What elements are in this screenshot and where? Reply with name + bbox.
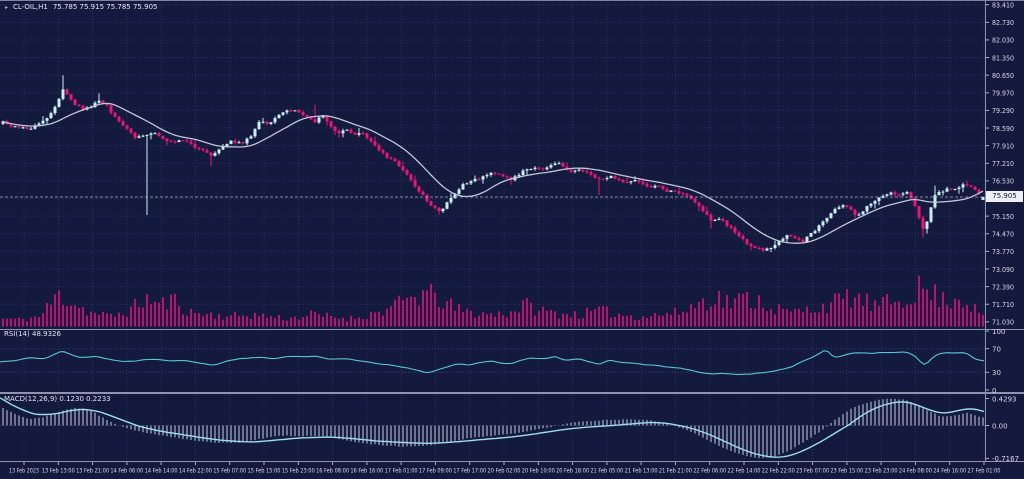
svg-text:21 Feb 13:00: 21 Feb 13:00: [625, 467, 658, 475]
svg-text:13 Feb 13:00: 13 Feb 13:00: [42, 467, 75, 475]
rsi-indicator-label: RSI(14) 48.9326: [4, 330, 61, 338]
svg-text:15 Feb 07:00: 15 Feb 07:00: [213, 467, 246, 475]
svg-text:81.350: 81.350: [992, 54, 1014, 62]
svg-text:71.030: 71.030: [992, 319, 1014, 327]
svg-text:74.470: 74.470: [992, 231, 1014, 239]
macd-name: MACD(12,26,9): [4, 395, 58, 403]
svg-text:14 Feb 14:00: 14 Feb 14:00: [145, 467, 178, 475]
svg-text:-0.7167: -0.7167: [992, 455, 1019, 463]
rsi-value: 48.9326: [31, 330, 61, 338]
symbol-label: CL-OIL,H1: [13, 3, 48, 11]
svg-text:14 Feb 22:00: 14 Feb 22:00: [179, 467, 212, 475]
svg-text:17 Feb 09:00: 17 Feb 09:00: [419, 467, 452, 475]
rsi-line: [0, 350, 985, 375]
svg-text:16 Feb 16:00: 16 Feb 16:00: [350, 467, 383, 475]
svg-text:0.00: 0.00: [992, 422, 1008, 430]
time-axis[interactable]: 13 Feb 2023 13 Feb 13:00 13 Feb 21:00 14 Fe…: [9, 462, 1001, 475]
svg-text:77.910: 77.910: [992, 142, 1014, 150]
svg-text:15 Feb 23:00: 15 Feb 23:00: [282, 467, 315, 475]
svg-text:24 Feb 08:00: 24 Feb 08:00: [899, 467, 932, 475]
svg-text:76.530: 76.530: [992, 178, 1014, 186]
svg-text:23 Feb 23:00: 23 Feb 23:00: [865, 467, 898, 475]
svg-text:71.710: 71.710: [992, 301, 1014, 309]
chart-title: ▸ CL-OIL,H1 75.785 75.915 75.785 75.905: [5, 3, 157, 11]
svg-text:100: 100: [992, 328, 1005, 336]
svg-text:15 Feb 15:00: 15 Feb 15:00: [248, 467, 281, 475]
grid-lines: [0, 4, 985, 459]
svg-text:72.390: 72.390: [992, 283, 1014, 291]
panel-separators[interactable]: [0, 0, 1024, 462]
macd-signal-line: [0, 397, 985, 458]
svg-text:0.4293: 0.4293: [992, 395, 1017, 403]
svg-text:20 Feb 02:00: 20 Feb 02:00: [488, 467, 521, 475]
svg-text:21 Feb 21:00: 21 Feb 21:00: [659, 467, 692, 475]
symbol-marker-icon: ▸: [5, 3, 9, 11]
svg-text:27 Feb 01:00: 27 Feb 01:00: [968, 467, 1001, 475]
svg-text:24 Feb 16:00: 24 Feb 16:00: [933, 467, 966, 475]
svg-text:21 Feb 05:00: 21 Feb 05:00: [590, 467, 623, 475]
macd-value: 0.1230 0.2233: [59, 395, 111, 403]
svg-text:82.730: 82.730: [992, 19, 1014, 27]
svg-text:16 Feb 08:00: 16 Feb 08:00: [316, 467, 349, 475]
svg-text:73.090: 73.090: [992, 266, 1014, 274]
svg-text:20 Feb 10:00: 20 Feb 10:00: [522, 467, 555, 475]
svg-text:17 Feb 01:00: 17 Feb 01:00: [385, 467, 418, 475]
svg-text:80.650: 80.650: [992, 72, 1014, 80]
svg-text:20 Feb 18:00: 20 Feb 18:00: [556, 467, 589, 475]
svg-text:23 Feb 15:00: 23 Feb 15:00: [830, 467, 863, 475]
svg-text:22 Feb 22:00: 22 Feb 22:00: [762, 467, 795, 475]
macd-indicator-label: MACD(12,26,9) 0.1230 0.2233: [4, 395, 111, 403]
svg-text:70: 70: [992, 346, 1001, 354]
ma-line: [2, 102, 984, 244]
svg-text:78.590: 78.590: [992, 125, 1014, 133]
svg-text:22 Feb 06:00: 22 Feb 06:00: [693, 467, 726, 475]
current-price-label: 75.905: [986, 191, 1023, 202]
svg-text:22 Feb 14:00: 22 Feb 14:00: [728, 467, 761, 475]
svg-text:83.410: 83.410: [992, 2, 1014, 10]
svg-text:79.970: 79.970: [992, 90, 1014, 98]
svg-text:79.290: 79.290: [992, 107, 1014, 115]
price-axis[interactable]: 83.410 82.730 82.030 81.350 80.650 79.970 79.2…: [986, 2, 1019, 464]
svg-text:13 Feb 21:00: 13 Feb 21:00: [76, 467, 109, 475]
candles: [1, 75, 985, 253]
svg-text:0: 0: [992, 387, 996, 395]
svg-text:14 Feb 06:00: 14 Feb 06:00: [110, 467, 143, 475]
ohlc-values: 75.785 75.915 75.785 75.905: [52, 3, 158, 11]
volume-bars: [2, 275, 984, 327]
svg-text:75.150: 75.150: [992, 213, 1014, 221]
svg-text:77.210: 77.210: [992, 160, 1014, 168]
svg-text:73.770: 73.770: [992, 248, 1014, 256]
svg-text:13 Feb 2023: 13 Feb 2023: [9, 467, 39, 475]
rsi-name: RSI(14): [4, 330, 30, 338]
svg-text:23 Feb 07:00: 23 Feb 07:00: [796, 467, 829, 475]
svg-text:82.030: 82.030: [992, 37, 1014, 45]
svg-text:30: 30: [992, 369, 1001, 377]
svg-text:17 Feb 17:00: 17 Feb 17:00: [453, 467, 486, 475]
